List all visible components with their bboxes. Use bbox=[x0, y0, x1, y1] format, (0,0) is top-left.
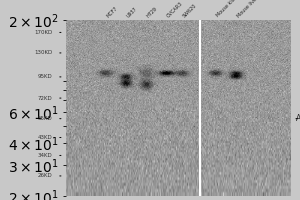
Text: Mouse kidney: Mouse kidney bbox=[216, 0, 243, 18]
Text: 170KD: 170KD bbox=[34, 30, 52, 35]
Text: 34KD: 34KD bbox=[38, 153, 52, 158]
Text: Mouse liver: Mouse liver bbox=[236, 0, 259, 18]
Text: MCF7: MCF7 bbox=[105, 5, 119, 18]
Text: 55KD: 55KD bbox=[38, 116, 52, 121]
Text: 95KD: 95KD bbox=[38, 74, 52, 79]
Text: 26KD: 26KD bbox=[38, 173, 52, 178]
Text: 130KD: 130KD bbox=[34, 50, 52, 55]
Text: SW620: SW620 bbox=[182, 2, 198, 18]
Text: 72KD: 72KD bbox=[38, 96, 52, 101]
Text: OVCAR3: OVCAR3 bbox=[166, 0, 184, 18]
Text: HT29: HT29 bbox=[146, 6, 158, 18]
Text: 43KD: 43KD bbox=[38, 135, 52, 140]
Text: AIRE: AIRE bbox=[296, 114, 300, 123]
Text: U937: U937 bbox=[126, 6, 138, 18]
